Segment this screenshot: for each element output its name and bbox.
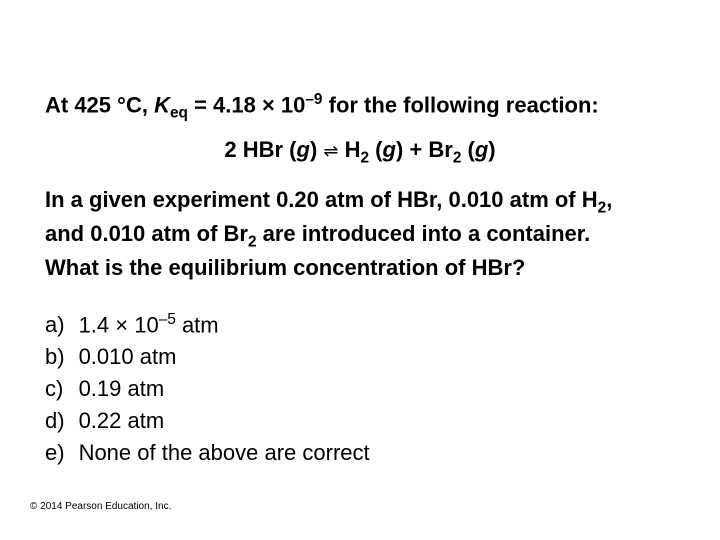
option-b-value: 0.010 atm: [79, 344, 370, 376]
eq-close1: ): [310, 137, 323, 162]
intro-exp: –9: [305, 91, 322, 108]
eq-g3: g: [475, 137, 488, 162]
intro-suffix: for the following reaction:: [323, 92, 599, 117]
eq-lhs: 2 HBr (: [224, 137, 296, 162]
eq-g2: g: [383, 137, 396, 162]
opt-a-pre: 1.4 × 10: [79, 312, 159, 337]
q-l2sub: 2: [248, 233, 257, 250]
option-d-value: 0.22 atm: [79, 408, 370, 440]
intro-equals: = 4.18 × 10: [188, 92, 305, 117]
option-a: a) 1.4 × 10–5 atm: [45, 311, 370, 344]
eq-g1: g: [297, 137, 310, 162]
intro-prefix: At 425: [45, 92, 117, 117]
eq-g3open: (: [461, 137, 474, 162]
opt-a-post: atm: [176, 312, 219, 337]
option-d-label: d): [45, 408, 79, 440]
eq-g3close: ): [488, 137, 495, 162]
q-l2b: are introduced into a container.: [257, 221, 591, 246]
intro-line: At 425 °C, Keq = 4.18 × 10–9 for the fol…: [45, 90, 675, 125]
option-b: b) 0.010 atm: [45, 344, 370, 376]
option-e-value: None of the above are correct: [79, 440, 370, 472]
option-c-value: 0.19 atm: [79, 376, 370, 408]
q-l1b: ,: [606, 187, 612, 212]
slide: At 425 °C, Keq = 4.18 × 10–9 for the fol…: [0, 0, 720, 540]
eq-g2close: ) + Br: [396, 137, 453, 162]
eq-mid: H: [339, 137, 361, 162]
eq-arrow: ⇌: [323, 141, 338, 161]
option-b-label: b): [45, 344, 79, 376]
option-c: c) 0.19 atm: [45, 376, 370, 408]
q-l1a: In a given experiment 0.20 atm of HBr, 0…: [45, 187, 598, 212]
option-a-value: 1.4 × 10–5 atm: [79, 311, 370, 344]
option-a-label: a): [45, 311, 79, 344]
question-paragraph: In a given experiment 0.20 atm of HBr, 0…: [45, 185, 675, 283]
q-l2a: and 0.010 atm of Br: [45, 221, 248, 246]
option-e-label: e): [45, 440, 79, 472]
options-list: a) 1.4 × 10–5 atm b) 0.010 atm c) 0.19 a…: [45, 311, 370, 472]
opt-a-exp: –5: [159, 311, 176, 328]
intro-degree: °C,: [117, 92, 154, 117]
option-e: e) None of the above are correct: [45, 440, 370, 472]
k-sub: eq: [170, 105, 188, 122]
q-l3: What is the equilibrium concentration of…: [45, 255, 525, 280]
equation-line: 2 HBr (g) ⇌ H2 (g) + Br2 (g): [45, 137, 675, 167]
eq-g2open: (: [369, 137, 382, 162]
option-c-label: c): [45, 376, 79, 408]
eq-h2sub: 2: [361, 149, 370, 166]
k-var: K: [154, 92, 170, 117]
q-l1sub: 2: [598, 199, 607, 216]
option-d: d) 0.22 atm: [45, 408, 370, 440]
copyright-footer: © 2014 Pearson Education, Inc.: [30, 501, 171, 512]
